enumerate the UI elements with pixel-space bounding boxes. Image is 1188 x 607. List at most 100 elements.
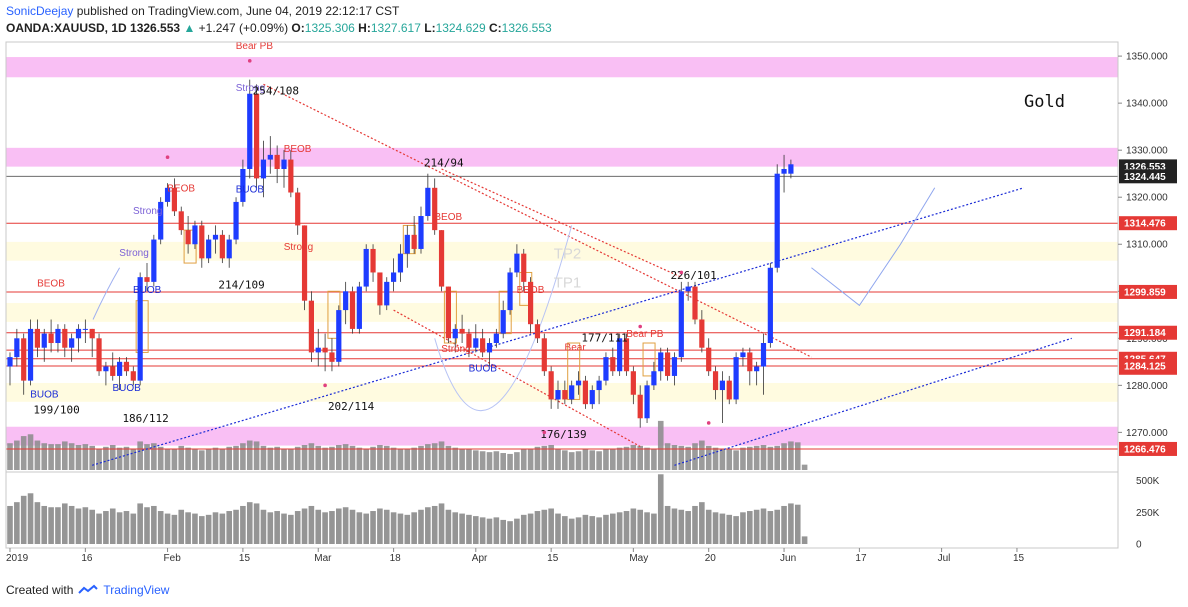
overlay-volume-bar [794, 442, 801, 470]
overlay-volume-bar [199, 450, 205, 470]
price-tick-label: 1320.000 [1126, 193, 1168, 204]
overlay-volume-bar [322, 447, 328, 470]
volume-bar [171, 514, 178, 544]
overlay-volume-bar [493, 451, 500, 470]
open-label: O: [291, 21, 305, 35]
overlay-volume-bar [712, 447, 719, 470]
candle-body [541, 338, 547, 372]
candle-body [767, 267, 773, 344]
overlay-volume-bar [151, 443, 157, 470]
volume-bar [520, 514, 527, 544]
candle-body [226, 239, 232, 259]
volume-bar [308, 505, 315, 544]
candle-body [247, 93, 253, 169]
volume-bar [637, 509, 643, 544]
time-tick-label: Jun [780, 553, 796, 564]
volume-bar [48, 507, 54, 544]
overlay-volume-bar [425, 444, 431, 470]
overlay-volume-bar [520, 449, 527, 470]
overlay-volume-bar [205, 449, 212, 470]
overlay-volume-bar [130, 448, 137, 470]
signal-dot [323, 383, 327, 388]
candle-body [500, 310, 506, 334]
signal-label: Bear PB [626, 329, 664, 340]
candle-body [14, 338, 20, 358]
overlay-volume-bar [774, 445, 780, 470]
candle-body [192, 225, 198, 245]
volume-bar [514, 518, 520, 544]
candle-body [69, 338, 75, 348]
overlay-volume-bar [82, 444, 89, 470]
tradingview-brand[interactable]: TradingView [103, 583, 170, 597]
signal-label: Bear PB [236, 41, 274, 52]
overlay-volume-bar [356, 447, 363, 470]
candle-body [96, 338, 102, 372]
overlay-volume-bar [294, 446, 301, 470]
volume-bar [123, 511, 130, 544]
overlay-volume-bar [212, 447, 219, 470]
overlay-volume-bar [603, 449, 609, 470]
price-tick-label: 1350.000 [1126, 52, 1168, 63]
price-label-text: 1314.476 [1124, 219, 1166, 230]
volume-bar [55, 507, 61, 544]
volume-bar [34, 502, 41, 544]
swing-annotation: 186/112 [122, 412, 168, 425]
volume-bar [274, 511, 280, 544]
volume-bar [370, 511, 376, 544]
candle-body [349, 291, 356, 329]
volume-bar [157, 511, 164, 544]
zone-pink [6, 147, 1118, 167]
candle-body [274, 154, 280, 169]
volume-bar [267, 512, 274, 544]
volume-bar [178, 509, 185, 544]
candle-body [459, 328, 465, 334]
candle-body [637, 394, 643, 419]
volume-bar [356, 512, 363, 544]
volume-bar [664, 505, 671, 544]
volume-bar [205, 514, 212, 544]
candle-body [740, 352, 746, 358]
overlay-volume-bar [747, 446, 753, 470]
signal-label: BEOB [434, 212, 462, 223]
volume-bar [363, 513, 369, 544]
volume-bar [329, 511, 335, 544]
candle-body [617, 338, 623, 372]
time-tick-label: Apr [472, 553, 488, 564]
volume-bar [753, 509, 760, 544]
candle-body [199, 225, 205, 259]
candle-body [27, 328, 34, 381]
volume-bar [199, 516, 205, 544]
candle-body [397, 253, 404, 273]
candle-body [315, 347, 321, 353]
overlay-volume-bar [705, 445, 712, 470]
overlay-volume-bar [192, 448, 198, 470]
overlay-volume-bar [288, 449, 294, 470]
overlay-volume-bar [123, 446, 130, 470]
signal-label: Strong [119, 248, 148, 259]
volume-bar [226, 511, 232, 544]
overlay-volume-bar [349, 445, 356, 470]
overlay-volume-bar [664, 443, 671, 470]
volume-bar [151, 505, 157, 544]
candle-body [473, 338, 479, 348]
candle-body [164, 187, 171, 202]
overlay-volume-bar [486, 452, 493, 470]
volume-bar [678, 509, 685, 544]
volume-tick-label: 0 [1136, 540, 1142, 551]
overlay-volume-bar [48, 444, 54, 470]
price-label-text: 1299.859 [1124, 287, 1166, 298]
overlay-volume-bar [589, 450, 596, 470]
signal-label: BUOB [469, 364, 498, 375]
overlay-volume-bar [733, 450, 739, 470]
price-tick-label: 1270.000 [1126, 428, 1168, 439]
signal-dot [638, 324, 642, 329]
overlay-volume-bar [233, 445, 239, 470]
volume-bar [582, 514, 589, 544]
overlay-volume-bar [411, 447, 417, 470]
price-tick-label: 1330.000 [1126, 146, 1168, 157]
candle-body [466, 333, 472, 348]
candle-body [706, 347, 712, 372]
author-link[interactable]: SonicDeejay [6, 4, 74, 18]
overlay-volume-bar [527, 448, 534, 470]
